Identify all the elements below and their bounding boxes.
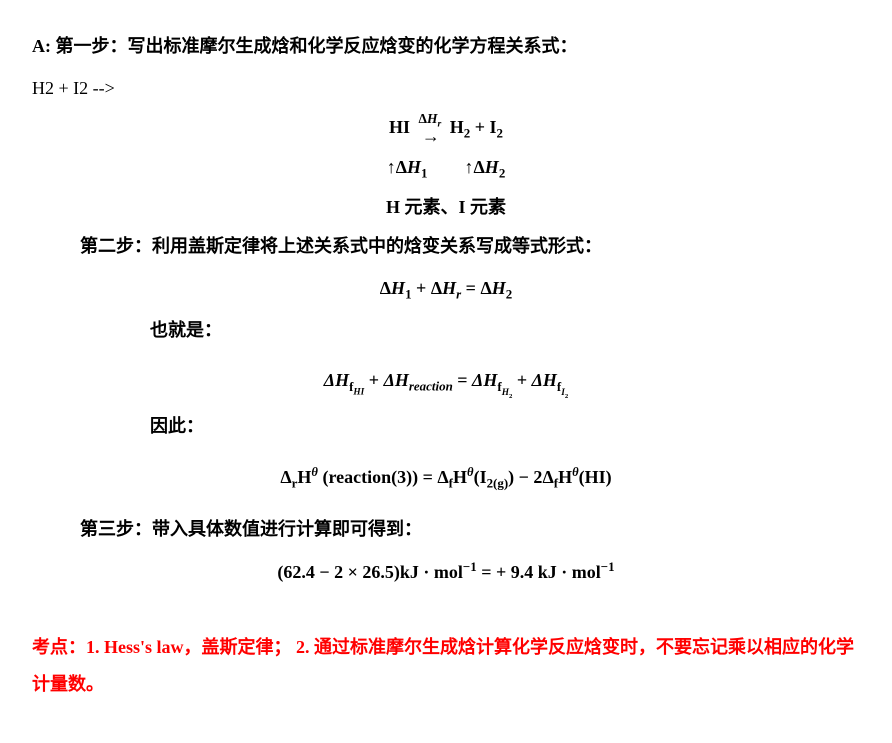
e2c-hi: HI [353, 388, 364, 398]
v2: 26.5 [362, 562, 394, 582]
s2: 2 [499, 166, 505, 181]
e2c: fHI [349, 379, 364, 394]
e1e: H [442, 278, 456, 298]
e2e: H [395, 370, 409, 390]
s1: 1 [421, 166, 427, 181]
e3th: θ [311, 465, 318, 479]
e3g: Δ [542, 467, 553, 487]
e2b: H [335, 370, 349, 390]
e2eq: = [457, 370, 472, 390]
e3c: H [297, 467, 311, 487]
e3a: Δ [280, 467, 291, 487]
e3close3: ) [606, 467, 612, 487]
e1c: 1 [405, 287, 411, 302]
step1-text: 第一步：写出标准摩尔生成焓和化学反应焓变的化学方程关系式： [56, 36, 578, 56]
v3: 9.4 [511, 562, 534, 582]
arrow-glyph: → [418, 127, 441, 145]
e2d: Δ [384, 370, 395, 390]
e1a: Δ [380, 278, 391, 298]
d2: Δ [474, 157, 485, 177]
tx: × [343, 562, 362, 582]
e1d: Δ [431, 278, 442, 298]
e3d: Δ [437, 467, 448, 487]
e2l-i2: I2 [561, 388, 568, 398]
mn: − [315, 562, 334, 582]
e2i-H: H [502, 388, 509, 398]
e3close2: ) − 2 [508, 467, 542, 487]
eq: = [481, 562, 496, 582]
e2l: fI2 [557, 379, 568, 394]
eq1-I: I [490, 117, 497, 137]
e1f: r [456, 287, 461, 302]
eq1-hi: HI [389, 117, 410, 137]
eq1-plus: + [475, 117, 490, 137]
up1: ↑ [387, 157, 396, 177]
e2i-h2: H2 [502, 388, 513, 398]
step2-text: 第二步：利用盖斯定律将上述关系式中的焓变关系写成等式形式： [80, 236, 602, 256]
up2: ↑ [465, 157, 474, 177]
step1-eq1: HI ΔHr → H2 + I2 [32, 111, 860, 146]
also-label: 也就是： [150, 314, 860, 346]
u1: kJ · mol [400, 562, 463, 582]
kaodian-label: 考点： [32, 637, 86, 657]
step1-eq3: H 元素、I 元素 [32, 191, 860, 223]
H2: H [485, 157, 499, 177]
step1-eq2: ↑ΔH1 ↑ΔH2 [32, 151, 860, 185]
arrow-top-H: H [427, 111, 438, 126]
kaodian-item1: 1. Hess's law，盖斯定律； [86, 637, 292, 657]
eq1-H-sub: 2 [464, 125, 470, 140]
e1h: H [492, 278, 506, 298]
e3rxn: reaction [328, 467, 391, 487]
step2-eq3: ΔrHθ (reaction(3)) = ΔfHθ(I2(g)) − 2ΔfHθ… [32, 461, 860, 495]
therefore-label: 因此： [150, 410, 860, 442]
e1p: + [416, 278, 431, 298]
e2k: H [543, 370, 557, 390]
e3-2g: 2(g) [487, 475, 509, 490]
v1: 62.4 [283, 562, 315, 582]
a-label: A: [32, 36, 51, 56]
e2a: Δ [324, 370, 335, 390]
elements-line: H 元素、I 元素 [386, 197, 506, 217]
eq1-I-sub: 2 [497, 125, 503, 140]
e1eq: = [466, 278, 481, 298]
step2-eq2: ΔHfHI + ΔHreaction = ΔHfH2 + ΔHfI2 [32, 364, 860, 402]
step2-heading: 第二步：利用盖斯定律将上述关系式中的焓变关系写成等式形式： [80, 230, 860, 262]
H1: H [407, 157, 421, 177]
e3f: H [453, 467, 467, 487]
e2j: Δ [532, 370, 543, 390]
e3close: ) = [412, 467, 437, 487]
ex2: −1 [601, 559, 615, 574]
e3I: I [480, 467, 487, 487]
e2i: fH2 [497, 379, 512, 394]
eq1-H: H [450, 117, 464, 137]
e3paren: (3) [391, 467, 412, 487]
reaction-arrow: ΔHr → [418, 112, 441, 145]
e2f: reaction [409, 379, 453, 394]
e1i: 2 [506, 287, 512, 302]
e1g: Δ [480, 278, 491, 298]
step3-text: 第三步：带入具体数值进行计算即可得到： [80, 519, 422, 539]
two: 2 [334, 562, 343, 582]
step3-calc: (62.4 − 2 × 26.5)kJ · mol−1 = + 9.4 kJ ·… [32, 555, 860, 588]
ex1: −1 [463, 559, 477, 574]
d1: Δ [396, 157, 407, 177]
e2i-2: 2 [509, 392, 512, 399]
u2: kJ · mol [538, 562, 601, 582]
e2g: Δ [472, 370, 483, 390]
e2h: H [483, 370, 497, 390]
step3-heading: 第三步：带入具体数值进行计算即可得到： [80, 513, 860, 545]
e2p2: + [517, 370, 532, 390]
e2l-2: 2 [565, 392, 568, 399]
e1b: H [391, 278, 405, 298]
e3HI: HI [585, 467, 606, 487]
step1-heading: A: 第一步：写出标准摩尔生成焓和化学反应焓变的化学方程关系式： [32, 30, 860, 62]
arrow-top-delta: Δ [418, 111, 426, 126]
e3i: H [558, 467, 572, 487]
e2p: + [369, 370, 384, 390]
arrow-top-sub: r [437, 119, 441, 130]
pl: + [496, 562, 511, 582]
step2-eq1: ΔH1 + ΔHr = ΔH2 [32, 272, 860, 306]
kaodian-block: 考点：1. Hess's law，盖斯定律； 2. 通过标准摩尔生成焓计算化学反… [32, 629, 860, 705]
